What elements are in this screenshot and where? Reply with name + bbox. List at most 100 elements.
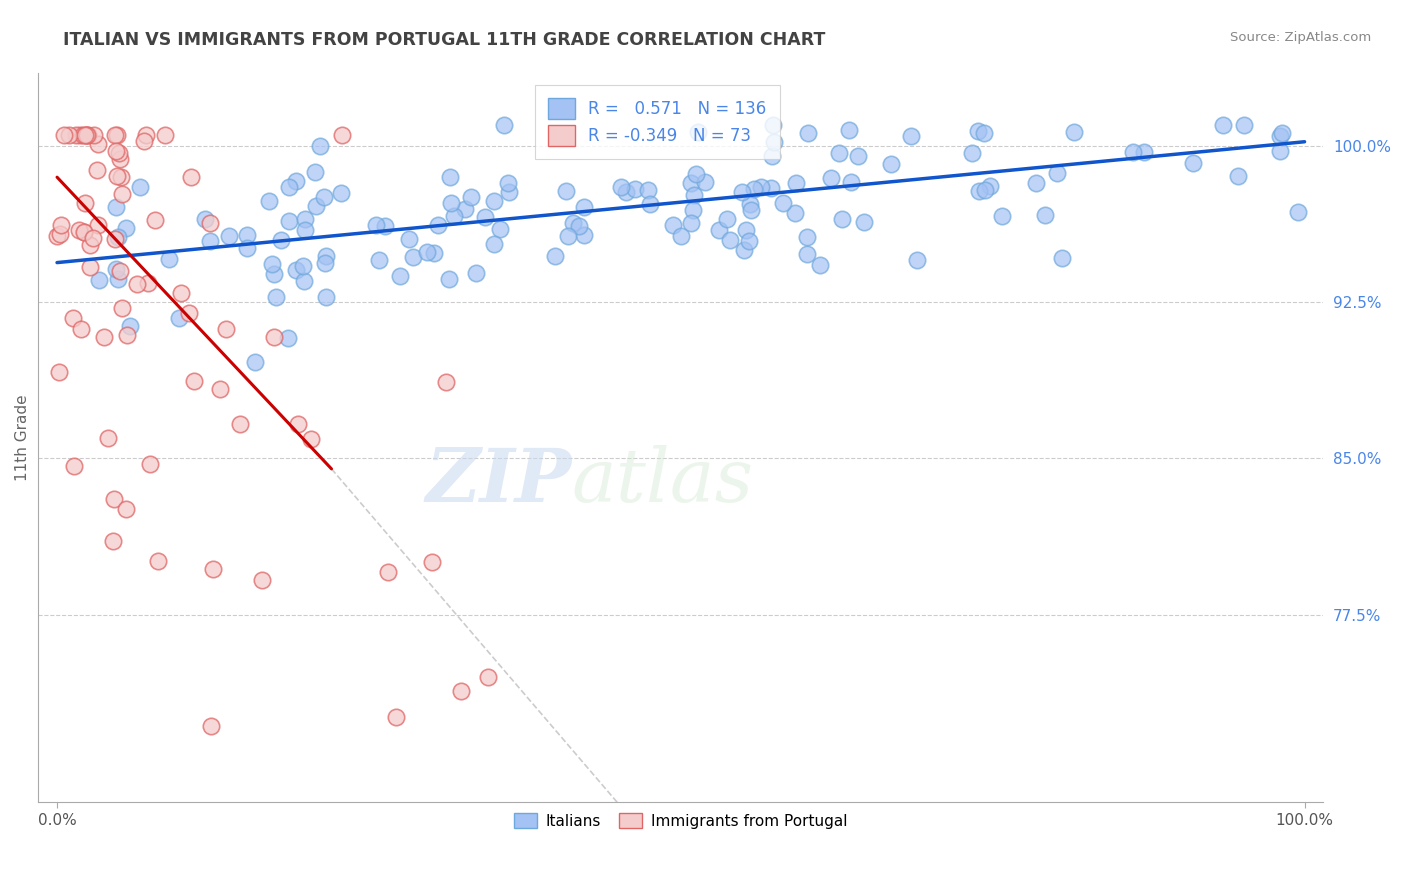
Point	[464, 266, 486, 280]
Point	[1046, 166, 1069, 180]
Point	[278, 180, 301, 194]
Point	[1212, 118, 1234, 132]
Point	[1268, 128, 1291, 143]
Point	[440, 195, 463, 210]
Point	[477, 670, 499, 684]
Point	[76, 128, 98, 143]
Point	[277, 213, 299, 227]
Point	[170, 286, 193, 301]
Point	[368, 253, 391, 268]
Point	[209, 382, 232, 396]
Point	[489, 222, 512, 236]
Point	[308, 139, 330, 153]
Point	[260, 257, 283, 271]
Point	[127, 277, 149, 292]
Point	[229, 417, 252, 431]
Point	[46, 228, 69, 243]
Point	[880, 157, 903, 171]
Text: ITALIAN VS IMMIGRANTS FROM PORTUGAL 11TH GRADE CORRELATION CHART: ITALIAN VS IMMIGRANTS FROM PORTUGAL 11TH…	[63, 31, 825, 49]
Point	[87, 273, 110, 287]
Point	[838, 123, 860, 137]
Point	[63, 459, 86, 474]
Point	[315, 290, 337, 304]
Point	[107, 230, 129, 244]
Point	[292, 259, 315, 273]
Point	[82, 231, 104, 245]
Point	[450, 683, 472, 698]
Point	[179, 306, 201, 320]
Text: Source: ZipAtlas.com: Source: ZipAtlas.com	[1230, 31, 1371, 45]
Point	[111, 187, 134, 202]
Legend: Italians, Immigrants from Portugal: Italians, Immigrants from Portugal	[508, 806, 853, 835]
Point	[544, 249, 567, 263]
Point	[1052, 251, 1074, 265]
Point	[236, 227, 259, 242]
Point	[557, 228, 579, 243]
Point	[263, 267, 285, 281]
Point	[1132, 145, 1154, 160]
Text: ZIP: ZIP	[426, 445, 572, 517]
Point	[330, 128, 353, 143]
Point	[737, 234, 759, 248]
Point	[423, 245, 446, 260]
Point	[498, 185, 520, 199]
Point	[679, 176, 702, 190]
Point	[86, 162, 108, 177]
Point	[562, 216, 585, 230]
Point	[685, 167, 707, 181]
Point	[762, 118, 785, 132]
Point	[200, 719, 222, 733]
Point	[389, 269, 412, 284]
Point	[839, 175, 862, 189]
Point	[482, 236, 505, 251]
Point	[762, 135, 785, 149]
Point	[132, 135, 155, 149]
Point	[785, 177, 807, 191]
Point	[128, 179, 150, 194]
Point	[434, 375, 457, 389]
Point	[115, 501, 138, 516]
Point	[740, 203, 762, 218]
Point	[86, 219, 108, 233]
Point	[1227, 169, 1250, 183]
Point	[374, 219, 396, 234]
Point	[759, 180, 782, 194]
Point	[53, 128, 76, 143]
Point	[398, 232, 420, 246]
Point	[761, 149, 783, 163]
Point	[73, 225, 96, 239]
Point	[1286, 205, 1309, 219]
Point	[115, 327, 138, 342]
Point	[104, 262, 127, 277]
Point	[427, 218, 450, 232]
Point	[443, 209, 465, 223]
Point	[1122, 145, 1144, 160]
Point	[259, 194, 281, 209]
Point	[194, 212, 217, 227]
Point	[716, 212, 738, 227]
Point	[103, 491, 125, 506]
Point	[73, 225, 96, 239]
Point	[110, 170, 132, 185]
Point	[991, 209, 1014, 223]
Point	[609, 180, 631, 194]
Point	[77, 128, 100, 143]
Point	[67, 223, 90, 237]
Point	[638, 197, 661, 211]
Point	[104, 145, 127, 159]
Point	[58, 128, 80, 143]
Point	[314, 256, 336, 270]
Point	[277, 331, 299, 345]
Point	[474, 210, 496, 224]
Point	[79, 238, 101, 252]
Point	[155, 128, 177, 143]
Point	[682, 203, 704, 218]
Point	[263, 330, 285, 344]
Point	[108, 263, 131, 277]
Point	[70, 321, 93, 335]
Point	[1033, 208, 1056, 222]
Point	[614, 185, 637, 199]
Point	[686, 125, 709, 139]
Point	[135, 128, 157, 143]
Point	[967, 124, 990, 138]
